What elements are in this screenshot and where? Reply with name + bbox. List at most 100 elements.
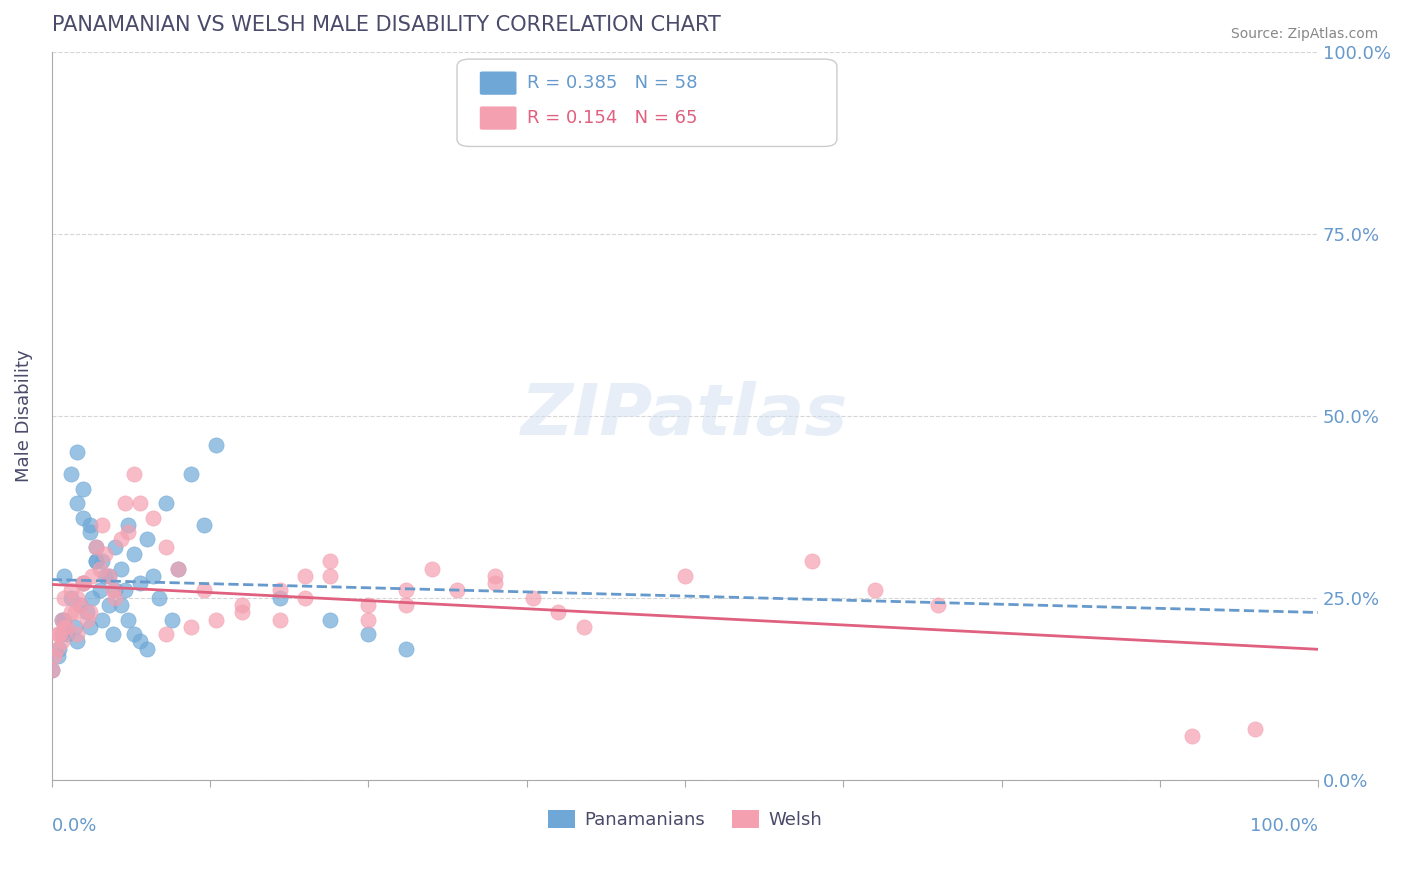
Point — [44, 648, 66, 663]
Point — [72, 576, 94, 591]
Point — [94, 569, 117, 583]
Point — [79, 517, 101, 532]
Point — [66, 591, 89, 605]
FancyBboxPatch shape — [479, 106, 516, 129]
Point — [41, 664, 63, 678]
Point — [484, 569, 506, 583]
Point — [269, 613, 291, 627]
Point — [927, 598, 949, 612]
Point — [46, 648, 69, 663]
Point — [446, 583, 468, 598]
FancyBboxPatch shape — [479, 71, 516, 95]
Point — [420, 561, 443, 575]
Point — [357, 627, 380, 641]
Point — [205, 438, 228, 452]
Point — [51, 634, 73, 648]
Point — [269, 583, 291, 598]
Point — [294, 591, 316, 605]
Point — [129, 496, 152, 510]
Point — [51, 613, 73, 627]
Point — [66, 496, 89, 510]
Point — [673, 569, 696, 583]
Point — [84, 540, 107, 554]
Point — [319, 613, 342, 627]
Point — [395, 641, 418, 656]
Point — [76, 613, 98, 627]
Point — [800, 554, 823, 568]
Point — [104, 540, 127, 554]
Text: 100.0%: 100.0% — [1250, 816, 1319, 835]
Point — [41, 664, 63, 678]
Text: 0.0%: 0.0% — [52, 816, 97, 835]
Point — [135, 641, 157, 656]
Point — [46, 627, 69, 641]
Point — [205, 613, 228, 627]
Point — [97, 569, 120, 583]
Point — [155, 540, 177, 554]
Point — [91, 554, 114, 568]
Point — [84, 554, 107, 568]
Point — [79, 605, 101, 619]
Point — [572, 620, 595, 634]
Point — [180, 467, 202, 481]
Point — [114, 496, 136, 510]
Point — [59, 583, 82, 598]
Point — [56, 620, 79, 634]
Point — [69, 598, 91, 612]
Point — [72, 482, 94, 496]
Text: R = 0.154   N = 65: R = 0.154 N = 65 — [527, 109, 697, 127]
Point — [269, 591, 291, 605]
Point — [59, 591, 82, 605]
Text: R = 0.385   N = 58: R = 0.385 N = 58 — [527, 74, 697, 92]
Point — [193, 517, 215, 532]
Point — [180, 620, 202, 634]
Point — [522, 591, 544, 605]
Y-axis label: Male Disability: Male Disability — [15, 350, 32, 482]
Point — [82, 569, 104, 583]
Point — [148, 591, 170, 605]
Point — [91, 517, 114, 532]
Point — [101, 627, 124, 641]
Point — [122, 627, 145, 641]
Point — [53, 569, 76, 583]
Point — [51, 613, 73, 627]
Point — [319, 554, 342, 568]
Point — [79, 620, 101, 634]
Point — [89, 561, 111, 575]
Point — [122, 467, 145, 481]
Point — [231, 598, 253, 612]
Point — [142, 569, 165, 583]
Point — [63, 620, 86, 634]
Point — [231, 605, 253, 619]
Point — [110, 598, 132, 612]
Point — [66, 634, 89, 648]
Point — [167, 561, 190, 575]
Point — [53, 591, 76, 605]
Point — [155, 496, 177, 510]
Point — [48, 627, 70, 641]
Point — [53, 620, 76, 634]
Point — [56, 627, 79, 641]
Point — [72, 576, 94, 591]
Text: Source: ZipAtlas.com: Source: ZipAtlas.com — [1230, 27, 1378, 41]
Point — [155, 627, 177, 641]
Point — [53, 613, 76, 627]
Point — [94, 547, 117, 561]
Point — [395, 598, 418, 612]
Point — [484, 576, 506, 591]
Point — [357, 613, 380, 627]
Point — [51, 627, 73, 641]
Point — [110, 561, 132, 575]
Point — [84, 554, 107, 568]
Point — [69, 598, 91, 612]
Point — [97, 598, 120, 612]
Point — [97, 569, 120, 583]
Point — [45, 641, 67, 656]
Point — [84, 540, 107, 554]
Point — [66, 445, 89, 459]
Point — [91, 613, 114, 627]
Point — [1243, 722, 1265, 736]
Point — [129, 576, 152, 591]
Point — [76, 605, 98, 619]
Point — [66, 627, 89, 641]
